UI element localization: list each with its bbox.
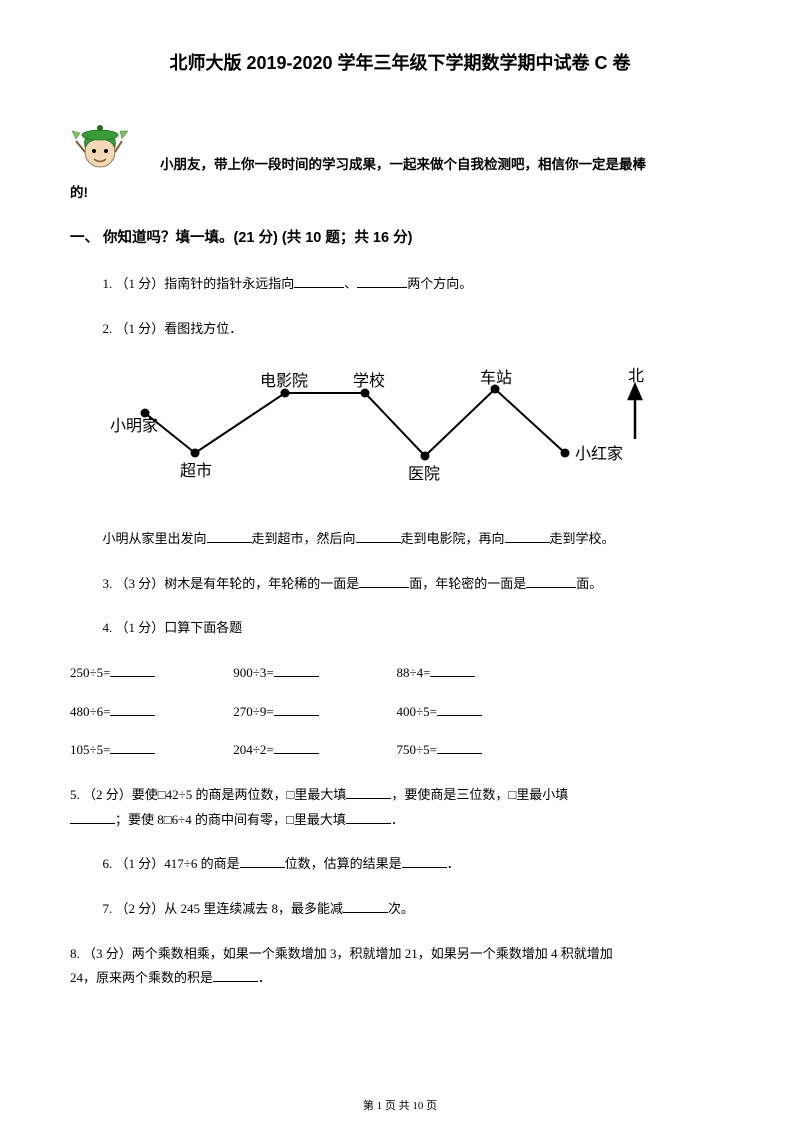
blank	[213, 968, 258, 982]
blank	[437, 701, 482, 715]
diagram-label-station: 车站	[480, 369, 512, 387]
q1-text-b: 、	[344, 276, 357, 291]
calc-row-3: 105÷5= 204÷2= 750÷5=	[70, 738, 730, 763]
diagram-label-supermarket: 超市	[180, 462, 212, 480]
question-7: 7. （2 分）从 245 里连续减去 8，最多能减 次。	[70, 897, 730, 922]
blank	[110, 701, 155, 715]
blank	[70, 809, 115, 823]
question-5: 5. （2 分）要使□42÷5 的商是两位数，□里最大填 ，要使商是三位数，□里最…	[70, 783, 730, 832]
intro-row: 小朋友，带上你一段时间的学习成果，一起来做个自我检测吧，相信你一定是最棒	[70, 117, 730, 177]
q3-c: 面。	[576, 576, 602, 591]
calc-expr: 105÷5=	[70, 742, 110, 757]
q2-a: 小明从家里出发向	[103, 531, 207, 546]
q7-a: 7. （2 分）从 245 里连续减去 8，最多能减	[103, 901, 344, 916]
calc-expr: 480÷6=	[70, 704, 110, 719]
diagram-label-hospital: 医院	[408, 465, 440, 483]
page-title: 北师大版 2019-2020 学年三年级下学期数学期中试卷 C 卷	[70, 50, 730, 77]
blank	[274, 701, 319, 715]
q3-b: 面，年轮密的一面是	[409, 576, 526, 591]
q2-b: 走到超市，然后向	[252, 531, 356, 546]
intro-text-line1: 小朋友，带上你一段时间的学习成果，一起来做个自我检测吧，相信你一定是最棒	[160, 155, 730, 177]
mascot-icon	[70, 117, 130, 177]
blank	[359, 573, 409, 587]
intro-text-line2: 的!	[70, 183, 730, 203]
q8-b: 24，原来两个乘数的积是	[70, 970, 213, 985]
q6-a: 6. （1 分）417÷6 的商是	[103, 856, 240, 871]
q2-d: 走到学校。	[550, 531, 615, 546]
section-1-header: 一、 你知道吗？填一填。(21 分) (共 10 题；共 16 分)	[70, 228, 730, 250]
calc-expr: 270÷9=	[233, 704, 273, 719]
blank	[430, 663, 475, 677]
blank	[110, 740, 155, 754]
calc-expr: 204÷2=	[233, 742, 273, 757]
blank	[357, 274, 407, 288]
map-diagram: 小明家 超市 电影院 学校 医院 车站 小红家 北	[110, 361, 730, 507]
blank	[207, 529, 252, 543]
question-2-sentence: 小明从家里出发向 走到超市，然后向 走到电影院，再向 走到学校。	[70, 527, 730, 552]
blank	[240, 854, 285, 868]
q1-text-a: 1. （1 分）指南针的指针永远指向	[103, 276, 295, 291]
blank	[505, 529, 550, 543]
calc-expr: 250÷5=	[70, 665, 110, 680]
diagram-label-north: 北	[628, 367, 644, 385]
q1-text-c: 两个方向。	[407, 276, 472, 291]
q5-a: 5. （2 分）要使□42÷5 的商是两位数，□里最大填	[70, 787, 346, 802]
calc-expr: 400÷5=	[397, 704, 437, 719]
blank	[437, 740, 482, 754]
q2-c: 走到电影院，再向	[401, 531, 505, 546]
calc-row-2: 480÷6= 270÷9= 400÷5=	[70, 700, 730, 725]
diagram-label-xiaoming: 小明家	[110, 417, 158, 435]
blank	[346, 785, 391, 799]
calc-expr: 750÷5=	[397, 742, 437, 757]
blank	[110, 663, 155, 677]
diagram-label-school: 学校	[353, 372, 385, 390]
calc-expr: 900÷3=	[233, 665, 273, 680]
q8-c: ．	[258, 970, 271, 985]
diagram-label-cinema: 电影院	[260, 372, 308, 390]
q6-b: 位数，估算的结果是	[285, 856, 402, 871]
blank	[402, 854, 447, 868]
calc-expr: 88÷4=	[397, 665, 431, 680]
blank	[346, 809, 391, 823]
question-4-prefix: 4. （1 分）口算下面各题	[70, 616, 730, 641]
question-1: 1. （1 分）指南针的指针永远指向 、 两个方向。	[70, 272, 730, 297]
q6-c: ．	[447, 856, 460, 871]
diagram-label-xiaohong: 小红家	[575, 445, 623, 463]
q8-a: 8. （3 分）两个乘数相乘，如果一个乘数增加 3，积就增加 21，如果另一个乘…	[70, 946, 613, 961]
blank	[274, 740, 319, 754]
blank	[356, 529, 401, 543]
calc-row-1: 250÷5= 900÷3= 88÷4=	[70, 661, 730, 686]
question-2-prefix: 2. （1 分）看图找方位．	[70, 317, 730, 342]
q5-b: ，要使商是三位数，□里最小填	[391, 787, 568, 802]
question-8: 8. （3 分）两个乘数相乘，如果一个乘数增加 3，积就增加 21，如果另一个乘…	[70, 942, 730, 991]
question-3: 3. （3 分）树木是有年轮的，年轮稀的一面是 面，年轮密的一面是 面。	[70, 572, 730, 597]
q5-c: ；要使 8□6÷4 的商中间有零，□里最大填	[115, 812, 346, 827]
q3-a: 3. （3 分）树木是有年轮的，年轮稀的一面是	[103, 576, 360, 591]
blank	[343, 899, 388, 913]
blank	[526, 573, 576, 587]
blank	[294, 274, 344, 288]
q7-b: 次。	[388, 901, 414, 916]
blank	[274, 663, 319, 677]
question-6: 6. （1 分）417÷6 的商是 位数，估算的结果是 ．	[70, 852, 730, 877]
page-footer: 第 1 页 共 10 页	[0, 1098, 800, 1115]
q5-d: ．	[391, 812, 404, 827]
